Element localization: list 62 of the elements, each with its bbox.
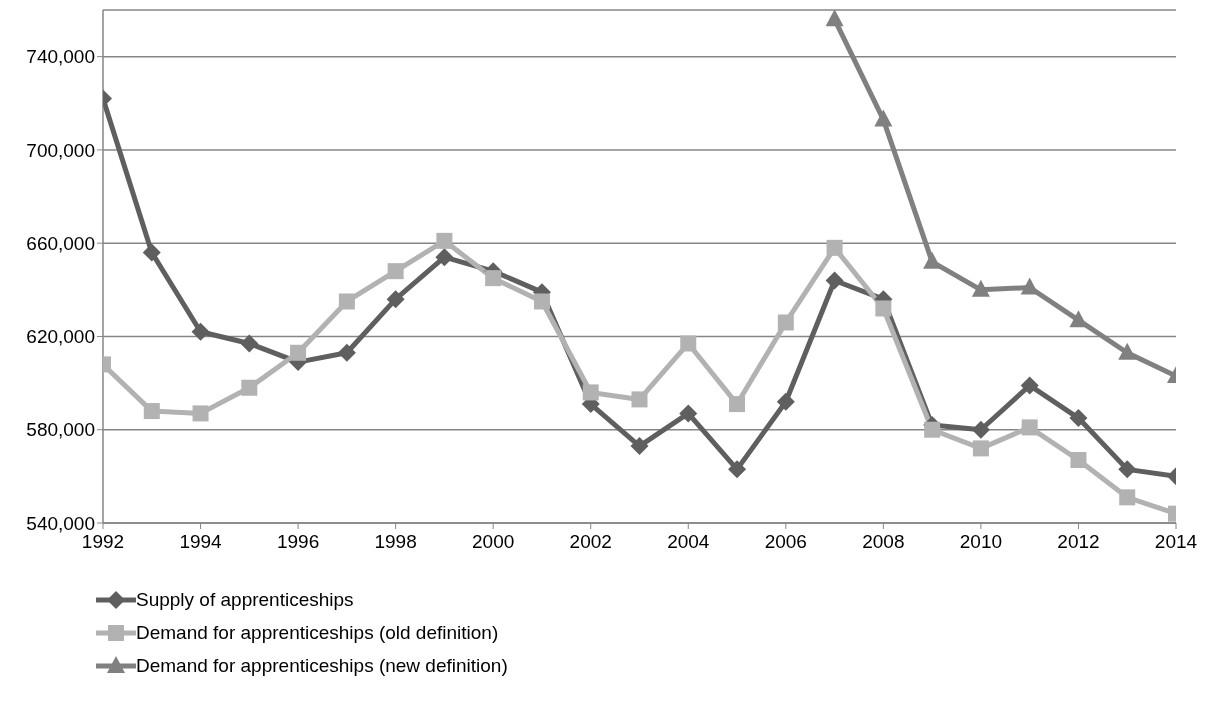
x-tick-label: 1994 [179, 531, 223, 553]
point [1069, 409, 1088, 428]
x-tick-label: 1992 [81, 531, 125, 553]
point [1118, 460, 1137, 479]
point [582, 384, 599, 401]
point [776, 392, 795, 411]
x-tick-label: 2006 [764, 531, 807, 553]
point [143, 403, 160, 420]
point [728, 460, 747, 479]
point [630, 437, 649, 456]
legend-label: Supply of apprenticeships [136, 588, 354, 611]
y-tick-label: 660,000 [26, 232, 95, 254]
point [1070, 452, 1087, 469]
y-tick-label: 740,000 [26, 46, 95, 68]
point [435, 248, 454, 267]
point [436, 232, 453, 249]
legend-label: Demand for apprenticeships (old definition) [136, 621, 499, 644]
legend-label: Demand for apprenticeships (new definition) [136, 654, 508, 677]
point [825, 10, 844, 27]
x-tick-label: 2000 [472, 531, 515, 553]
x-tick-label: 2002 [569, 531, 612, 553]
point [971, 420, 990, 439]
point [972, 440, 989, 457]
point [923, 251, 942, 269]
point [387, 263, 404, 280]
point [241, 379, 258, 396]
point [386, 290, 405, 309]
y-tick-label: 620,000 [26, 326, 95, 348]
x-tick-label: 2004 [667, 531, 710, 553]
y-tick-label: 700,000 [26, 139, 95, 161]
point [290, 344, 307, 361]
point [1020, 376, 1039, 395]
point [142, 243, 161, 262]
point [874, 109, 893, 127]
point [679, 404, 698, 423]
point [875, 300, 892, 317]
point [240, 334, 259, 353]
point [192, 405, 209, 422]
point [729, 396, 746, 413]
x-tick-label: 2012 [1057, 531, 1100, 553]
point [825, 271, 844, 290]
point [826, 239, 843, 256]
point [924, 421, 941, 438]
point [777, 314, 794, 331]
point [191, 322, 210, 341]
x-tick-label: 2010 [959, 531, 1003, 553]
point [971, 279, 990, 297]
point [533, 293, 550, 310]
point [338, 293, 355, 310]
point [337, 343, 356, 362]
x-tick-label: 2008 [862, 531, 905, 553]
x-tick-label: 1998 [374, 531, 417, 553]
x-tick-label: 1996 [276, 531, 320, 553]
point [680, 335, 697, 352]
point [631, 391, 648, 408]
x-tick-label: 2014 [1154, 531, 1198, 553]
point [1119, 489, 1136, 506]
point [1021, 419, 1038, 436]
point [485, 270, 502, 287]
point [1118, 342, 1137, 360]
y-tick-label: 540,000 [26, 512, 95, 534]
y-tick-label: 580,000 [26, 419, 95, 441]
